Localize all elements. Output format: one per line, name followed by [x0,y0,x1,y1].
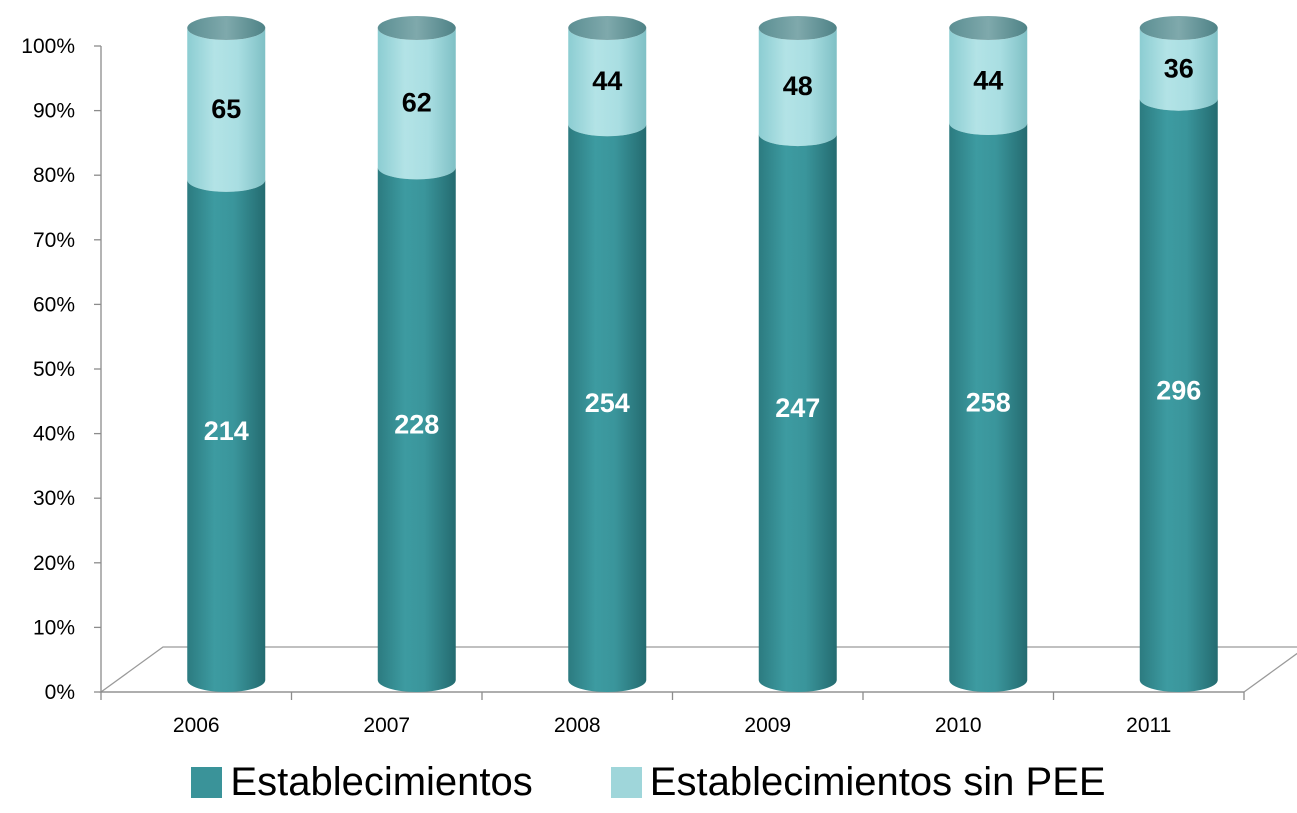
legend-swatch [191,766,223,798]
bar-2006: 65 214 [187,16,266,692]
data-label-sin-pee: 36 [1164,53,1194,83]
y-tick-label: 70% [33,229,75,252]
bar-2010: 44 258 [949,16,1028,692]
bar-cap [1139,16,1218,40]
data-label-sin-pee: 44 [973,65,1003,95]
y-axis: 0% 10% 20% 30% 40% 50% 60% 70% 80% 90% 100% [21,35,102,704]
bar-cap [758,16,837,40]
y-tick-label: 30% [33,487,75,510]
bar-2008: 44 254 [568,16,647,693]
bar-segment-establecimientos [187,179,266,692]
bar-segment-sin-pee [758,28,837,147]
bar-segment-establecimientos [1139,98,1218,692]
legend-swatch [610,766,642,798]
legend: Establecimientos Establecimientos sin PE… [0,762,1297,802]
bar-segment-sin-pee [1139,28,1218,111]
bar-segment-sin-pee [949,28,1028,135]
bar-segment-sin-pee [568,28,647,137]
data-label-sin-pee: 65 [211,94,241,124]
chart-floor [98,646,1297,693]
bar-segment-sin-pee [187,28,266,192]
data-label-establecimientos: 258 [966,387,1011,417]
bar-2007: 62 228 [377,16,456,693]
stacked-cylinder-chart: 0%10%20%30%40%50%60%70%80%90%100% 2006 20… [21,16,1297,737]
bar-2011: 36 296 [1139,16,1218,692]
y-tick-label: 100% [21,35,75,58]
legend-label: Establecimientos [230,760,533,804]
x-axis: 2006 2007 2008 2009 2010 2011 [100,691,1245,737]
y-tick-label: 0% [45,681,75,704]
y-tick-label: 20% [33,552,75,575]
bar-cap [187,16,266,40]
bar-cap [377,16,456,40]
y-tick-label: 80% [33,164,75,187]
data-label-sin-pee: 62 [402,88,432,118]
y-tick-label: 10% [33,616,75,639]
data-label-establecimientos: 254 [585,388,630,418]
x-tick-label: 2006 [173,714,220,737]
data-label-establecimientos: 247 [775,393,820,423]
data-label-establecimientos: 228 [394,410,439,440]
y-tick-label: 90% [33,100,75,123]
bar-cap [949,16,1028,40]
bar-segment-establecimientos [377,167,456,693]
bar-group: 65 214 62 228 44 254 48 247 44 258 36 296 [187,16,1218,693]
x-tick-label: 2009 [744,714,791,737]
bar-segment-establecimientos [568,124,647,693]
x-tick-label: 2011 [1126,714,1171,737]
y-tick-label: 50% [33,358,75,381]
legend-item-establecimientos: Establecimientos [191,760,533,804]
data-label-sin-pee: 48 [783,71,813,101]
legend-item-sin-pee: Establecimientos sin PEE [610,760,1106,804]
y-tick-label: 40% [33,423,75,446]
bar-segment-sin-pee [377,28,456,180]
floor-plane [98,646,1297,693]
data-label-establecimientos: 296 [1156,375,1201,405]
bar-2009: 48 247 [758,16,837,692]
bar-segment-establecimientos [758,134,837,692]
x-tick-label: 2008 [554,714,601,737]
legend-label: Establecimientos sin PEE [649,760,1106,804]
data-label-establecimientos: 214 [204,416,249,446]
data-label-sin-pee: 44 [592,66,622,96]
bar-segment-establecimientos [949,122,1028,692]
bar-cap [568,16,647,40]
x-tick-label: 2007 [363,714,410,737]
x-tick-label: 2010 [935,714,982,737]
y-tick-label: 60% [33,293,75,316]
